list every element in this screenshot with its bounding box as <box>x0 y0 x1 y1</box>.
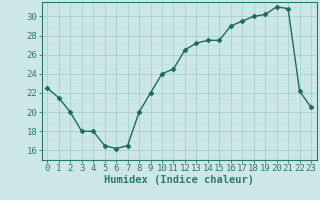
X-axis label: Humidex (Indice chaleur): Humidex (Indice chaleur) <box>104 175 254 185</box>
